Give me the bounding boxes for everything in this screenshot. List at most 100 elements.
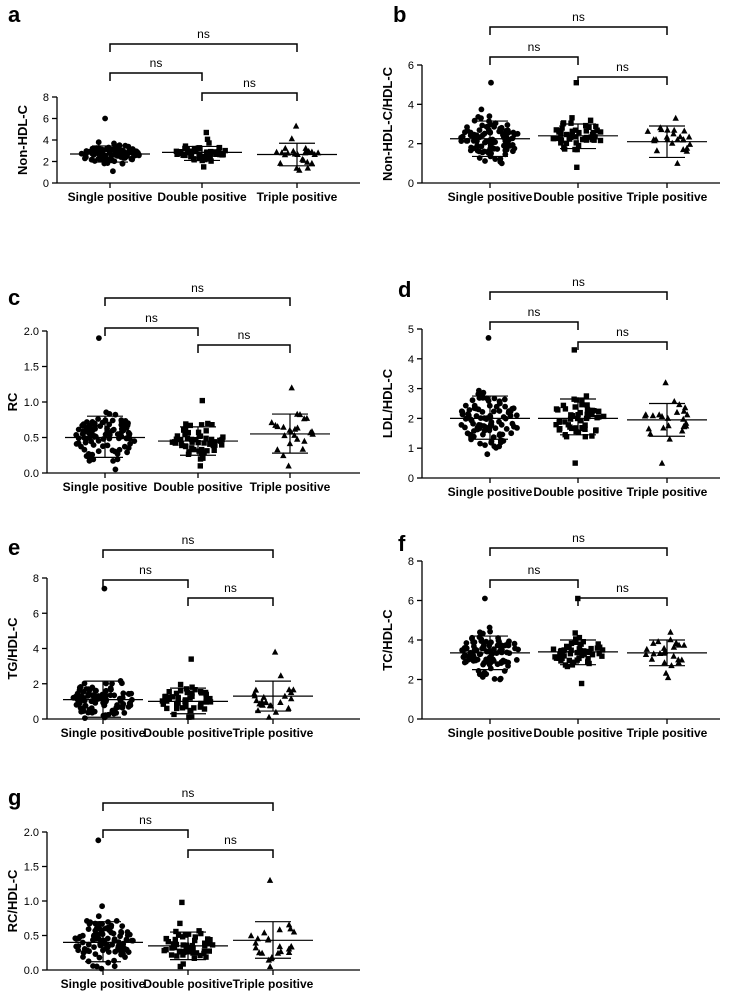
x-tick-label: Triple positive — [250, 480, 331, 494]
significance-bracket — [109, 43, 298, 52]
data-point — [506, 638, 512, 645]
data-point — [185, 429, 191, 436]
data-point — [513, 657, 520, 663]
data-point — [509, 405, 516, 412]
data-point — [120, 941, 126, 948]
y-tick-label: 8 — [43, 92, 49, 104]
x-tick-label: Triple positive — [627, 726, 708, 740]
data-point — [96, 954, 103, 961]
data-point — [556, 655, 562, 661]
data-point — [299, 445, 306, 452]
data-point — [121, 710, 128, 716]
data-point — [122, 954, 128, 960]
data-point — [576, 655, 582, 662]
data-point — [192, 148, 199, 154]
data-point — [90, 442, 97, 448]
data-point — [197, 433, 204, 439]
data-point — [164, 705, 170, 712]
data-point — [597, 644, 603, 650]
data-point — [271, 648, 279, 655]
y-axis-label: Non-HDL-C — [15, 104, 30, 175]
data-point — [480, 642, 487, 649]
data-point — [573, 425, 579, 431]
data-point — [262, 698, 270, 705]
data-point — [90, 937, 96, 943]
panel-label-b: b — [393, 2, 406, 27]
data-point — [114, 146, 120, 153]
data-point — [599, 647, 606, 653]
data-point — [581, 648, 587, 654]
data-point — [500, 414, 507, 420]
data-point — [473, 647, 480, 653]
data-point — [103, 692, 109, 699]
data-point — [103, 687, 109, 694]
data-point — [198, 689, 204, 695]
data-point — [265, 713, 273, 720]
data-point — [198, 700, 204, 707]
significance-label: ns — [224, 833, 237, 847]
data-point — [501, 134, 507, 141]
y-tick-label: 6 — [33, 608, 39, 620]
panel-c: c 0.0 0.5 1.0 1.5 2.0 RC Single positive Double … — [5, 281, 360, 494]
data-point — [501, 396, 508, 403]
data-point — [212, 442, 218, 448]
data-point — [178, 436, 184, 443]
significance-label: ns — [139, 563, 152, 577]
data-point — [120, 702, 126, 708]
data-point — [596, 408, 602, 414]
x-tick-label: Double positive — [153, 480, 243, 494]
significance-bracket — [489, 26, 668, 35]
data-point — [251, 690, 258, 697]
data-point — [487, 142, 494, 149]
data-point — [480, 630, 486, 637]
y-tick-label: 6 — [43, 114, 49, 126]
data-point — [104, 935, 111, 942]
data-point — [272, 708, 280, 715]
data-point — [220, 434, 226, 440]
data-point — [550, 646, 557, 652]
data-point — [459, 133, 466, 140]
significance-bracket — [102, 579, 189, 588]
data-point — [274, 423, 281, 430]
data-point — [118, 147, 125, 154]
data-point — [572, 404, 578, 410]
x-tick-label: Double positive — [143, 726, 233, 740]
data-point — [93, 145, 100, 152]
significance-label: ns — [182, 786, 195, 800]
data-point — [564, 131, 570, 138]
significance-bracket — [102, 802, 274, 811]
data-point — [465, 656, 472, 663]
y-tick-label: 0.5 — [24, 433, 39, 445]
data-point — [644, 127, 651, 134]
data-point — [276, 943, 283, 950]
data-point — [491, 123, 497, 130]
data-point — [187, 422, 193, 429]
data-point — [470, 138, 477, 144]
data-point — [670, 130, 677, 137]
data-point — [85, 926, 92, 932]
x-tick-label: Triple positive — [627, 190, 708, 204]
data-point — [597, 137, 604, 144]
data-point — [95, 437, 102, 444]
y-tick-label: 1.5 — [24, 862, 39, 874]
data-point — [109, 427, 116, 434]
data-point — [469, 397, 476, 404]
data-point — [219, 442, 225, 448]
data-point — [175, 696, 181, 702]
data-point — [458, 138, 465, 145]
data-point — [288, 135, 295, 142]
data-point — [205, 420, 211, 427]
y-axis-label: RC — [5, 392, 20, 411]
y-tick-label: 1 — [408, 443, 414, 455]
data-point — [265, 956, 272, 963]
data-point — [589, 132, 596, 138]
x-tick-label: Single positive — [448, 190, 533, 204]
data-point — [288, 943, 295, 949]
data-point — [74, 690, 81, 697]
data-point — [552, 135, 558, 142]
data-point — [671, 398, 678, 404]
data-point — [85, 941, 92, 948]
data-point — [96, 335, 102, 341]
data-point — [472, 657, 479, 664]
data-point — [556, 418, 563, 424]
